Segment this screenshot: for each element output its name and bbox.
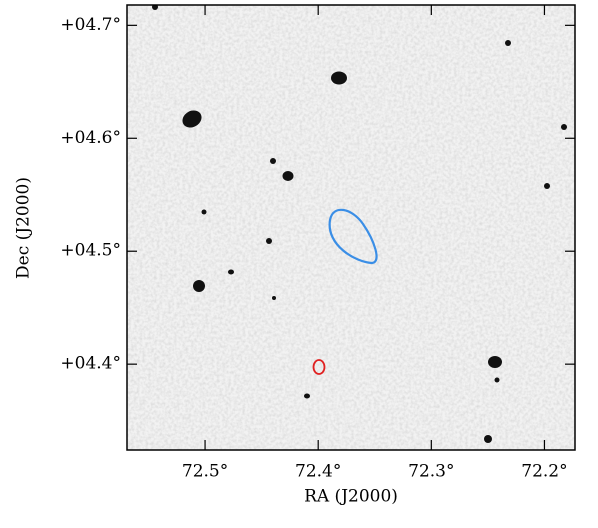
localization-contour xyxy=(328,208,378,265)
plot-frame xyxy=(126,4,576,451)
y-tick-label: +04.5° xyxy=(60,241,121,261)
sky-image xyxy=(127,5,575,450)
x-tick-label: 72.3° xyxy=(408,462,454,482)
y-tick-label: +04.4° xyxy=(60,354,121,374)
x-tick-label: 72.4° xyxy=(295,462,341,482)
y-axis-label: Dec (J2000) xyxy=(14,177,34,279)
x-axis-label: RA (J2000) xyxy=(304,487,398,507)
x-tick-label: 72.2° xyxy=(521,462,567,482)
x-tick-label: 72.5° xyxy=(182,462,228,482)
y-tick-label: +04.6° xyxy=(60,128,121,148)
source-marker xyxy=(312,359,326,375)
y-tick-label: +04.7° xyxy=(60,15,121,35)
